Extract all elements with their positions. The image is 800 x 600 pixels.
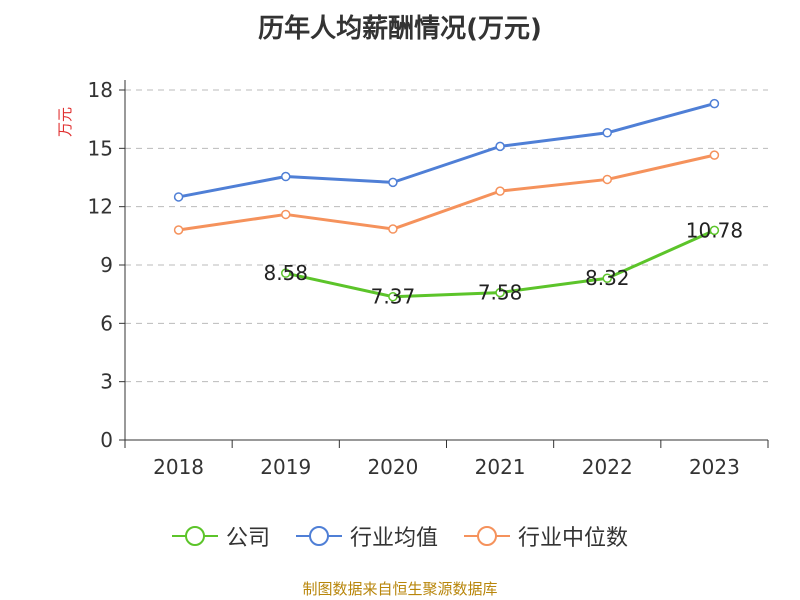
x-tick-label: 2018: [153, 455, 204, 479]
x-tick-label: 2021: [475, 455, 526, 479]
x-tick-label: 2019: [260, 455, 311, 479]
data-point: [173, 192, 184, 202]
y-tick-labels: 0 3 6 9 12 15 18: [88, 78, 113, 452]
y-tick-label: 6: [100, 311, 113, 335]
data-point: [709, 150, 720, 160]
y-tick-label: 12: [88, 195, 113, 219]
series-line-2: [178, 153, 715, 232]
legend-item-industry-median[interactable]: 行业中位数: [464, 520, 628, 552]
chart-title: 历年人均薪酬情况(万元): [258, 14, 542, 44]
data-point: [281, 171, 291, 182]
legend-label-industry-avg: 行业均值: [349, 526, 438, 551]
series-line-1: [178, 102, 715, 199]
grid-lines: [125, 89, 768, 383]
data-label: 8.58: [263, 261, 308, 285]
data-label: 7.37: [371, 285, 416, 309]
x-tick-label: 2023: [689, 455, 740, 479]
data-point: [281, 209, 291, 220]
y-tick-label: 3: [100, 370, 113, 394]
line-chart: 0 3 6 9 12 15 18 2018 2019 2020 2021 2022 2023 万元 8…: [56, 78, 769, 479]
y-axis-label: 万元: [56, 107, 74, 137]
data-point: [388, 291, 398, 302]
axes: [119, 80, 769, 448]
data-point: [173, 225, 184, 235]
data-point: [709, 225, 720, 236]
y-tick-label: 15: [88, 136, 113, 160]
x-tick-label: 2022: [582, 455, 633, 479]
legend-marker-industry-avg: [295, 526, 342, 546]
legend-marker-industry-median: [464, 526, 510, 546]
data-point: [495, 186, 505, 196]
legend-label-company: 公司: [225, 526, 270, 551]
data-point: [388, 177, 398, 188]
series-lines: [173, 98, 720, 302]
data-label: 8.32: [585, 266, 630, 290]
data-point: [602, 273, 612, 283]
data-point: [495, 141, 505, 152]
legend-item-company[interactable]: 公司: [171, 520, 270, 552]
source-note: 制图数据来自恒生聚源数据库: [302, 580, 498, 598]
y-tick-label: 18: [88, 78, 113, 102]
x-tick-labels: 2018 2019 2020 2021 2022 2023: [153, 455, 740, 479]
legend-marker-company: [171, 526, 218, 546]
data-point: [388, 224, 398, 234]
data-label: 10.78: [686, 218, 743, 242]
data-labels: 8.58 7.37 7.58 8.32 10.78: [263, 218, 743, 308]
y-tick-label: 0: [100, 428, 113, 452]
legend: 公司 行业均值 行业中位数: [0, 520, 800, 552]
data-point: [709, 98, 720, 109]
data-point: [495, 287, 505, 298]
data-point: [281, 268, 291, 278]
x-tick-label: 2020: [367, 455, 418, 479]
y-tick-label: 9: [100, 253, 113, 277]
legend-label-industry-median: 行业中位数: [518, 526, 629, 551]
data-label: 7.58: [478, 281, 523, 305]
data-point: [602, 174, 612, 185]
legend-item-industry-avg[interactable]: 行业均值: [295, 520, 438, 552]
data-point: [602, 128, 612, 138]
